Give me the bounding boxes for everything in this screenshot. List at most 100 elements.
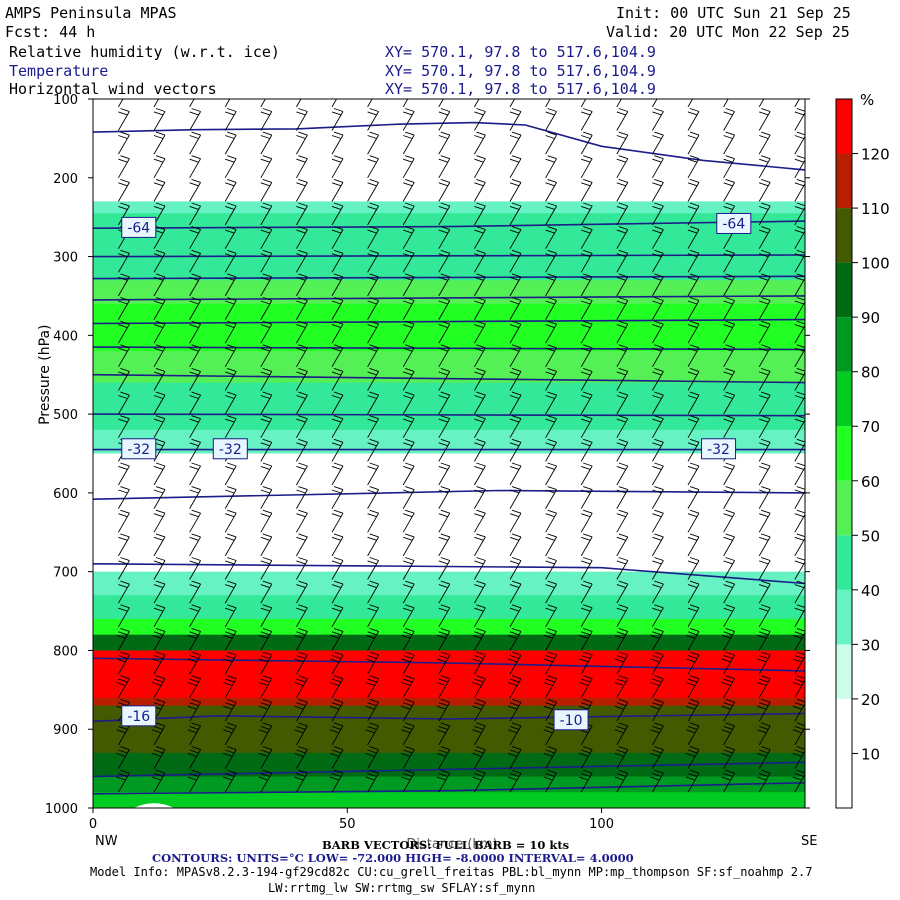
wind-barb [652,202,664,226]
y-tick-label: 700 [53,566,78,581]
wind-barb [402,344,415,368]
wind-barb [118,462,130,486]
wind-barb [580,178,593,202]
wind-barb [296,486,308,509]
wind-barb [258,722,273,746]
wind-barb [189,108,201,131]
wind-barbs [116,99,805,793]
wind-barb [260,273,273,297]
wind-barb [189,533,201,557]
wind-barb [438,273,451,297]
wind-barb [792,627,805,651]
wind-barb [474,486,486,509]
wind-barb [723,178,735,202]
wind-barb [758,297,771,320]
wind-barb [545,415,557,438]
wind-barb [509,391,522,415]
wind-barb [509,438,522,462]
colorbar-label: 10 [861,745,880,763]
wind-barb [545,367,557,391]
wind-barb [331,226,344,249]
wind-barb [652,131,664,155]
wind-barb [545,533,557,557]
wind-barb [616,391,629,415]
wind-barb [224,202,237,226]
wind-barb [294,769,308,793]
wind-barb [794,604,805,628]
wind-barb [545,155,557,179]
wind-barb [296,391,308,415]
wind-barb [402,249,415,273]
wind-barb [187,627,201,651]
wind-barb [580,438,593,462]
wind-barb [652,580,664,604]
wind-barb [402,155,415,179]
y-tick-label: 600 [53,487,78,502]
wind-barb [687,226,700,249]
wind-barb [331,297,344,320]
colorbar-label: 110 [861,200,890,218]
contour-label-box [716,212,752,234]
wind-barb [367,226,379,249]
wind-barb [402,604,415,628]
wind-barb [402,99,409,108]
wind-barb [794,131,805,155]
wind-barb [758,108,771,131]
wind-barb [118,533,130,557]
y-tick-label: 1000 [45,802,78,817]
wind-barb [650,698,664,722]
wind-barb [616,202,629,226]
wind-barb [118,99,124,108]
y-tick-label: 900 [53,723,78,738]
wind-barb [438,320,451,344]
wind-barb [545,99,551,108]
wind-barb [758,367,771,391]
wind-barb [296,131,308,155]
wind-barb [580,297,593,320]
wind-barb [402,178,415,202]
colorbar-label: 60 [861,473,880,491]
isotherm-line [93,489,805,500]
wind-barb [652,297,664,320]
wind-barb [723,367,735,391]
wind-barb [472,769,486,793]
wind-barb [758,557,771,580]
wind-barb [758,273,771,297]
wind-barb [685,722,700,746]
wind-barb [189,438,201,462]
wind-barb [721,651,735,675]
wind-barb [687,344,700,368]
wind-barb [189,297,201,320]
wind-barb [189,249,201,273]
wind-barb [331,462,344,486]
wind-barb [223,746,237,769]
wind-barb [616,367,629,391]
wind-barb [758,249,771,273]
colorbar-segment [836,99,852,154]
wind-barb [151,627,166,651]
wind-barb [721,675,735,698]
wind-barb [757,698,771,722]
wind-barb [224,391,237,415]
wind-barb [650,675,664,698]
wind-barb [367,533,379,557]
y-tick-label: 800 [53,644,78,659]
wind-barb [580,462,593,486]
wind-barb [402,533,415,557]
wind-barb [652,462,664,486]
wind-barb [151,722,166,746]
wind-barb [614,722,629,746]
wind-barb [474,202,486,226]
wind-barb [153,131,166,155]
wind-barb [579,627,593,651]
wind-barb [260,509,273,533]
wind-barb [545,273,557,297]
wind-barb [652,99,658,108]
wind-barb [687,297,700,320]
wind-barb [367,131,379,155]
wind-barb [189,367,201,391]
isotherm-line [93,295,805,301]
wind-barb [296,580,308,604]
wind-barb [438,297,451,320]
wind-barb [153,297,166,320]
